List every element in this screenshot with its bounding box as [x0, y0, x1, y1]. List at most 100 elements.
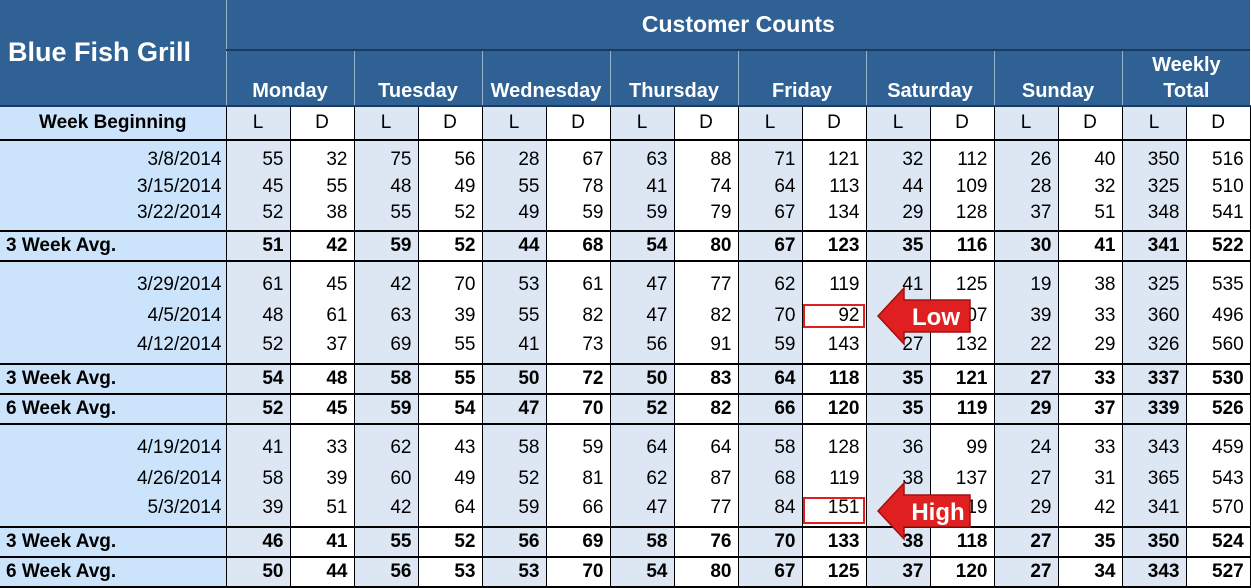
dinner-count-cell: 61: [546, 261, 611, 301]
lunch-count-cell: 51: [226, 231, 291, 262]
average-label: 6 Week Avg.: [0, 394, 227, 425]
dinner-count-cell: 123: [802, 231, 867, 262]
average-label: 3 Week Avg.: [0, 527, 227, 558]
week-date: 3/22/2014: [0, 200, 227, 232]
lunch-count-cell: 52: [226, 331, 291, 365]
dinner-count-cell: 560: [1186, 331, 1251, 365]
lunch-count-cell: 67: [738, 231, 803, 262]
dinner-count-cell: 91: [674, 331, 739, 365]
lunch-count-cell: 41: [226, 424, 291, 464]
lunch-count-cell: 341: [1122, 494, 1187, 528]
lunch-count-cell: 66: [738, 394, 803, 425]
day-header-row: Monday Tuesday Wednesday Thursday Friday Satu…: [0, 50, 1251, 107]
dinner-count-cell: 118: [930, 527, 995, 558]
week-row: 4/19/2014 41 33 62 43 58 59 64 64 58 128 36 99 24 33 34…: [0, 424, 1251, 464]
dinner-count-cell: 522: [1186, 231, 1251, 262]
dinner-count-cell: 41: [290, 527, 355, 558]
week-row: 4/5/2014 48 61 63 39 55 82 47 82 70 92 107 39 33 360 49…: [0, 301, 1251, 331]
lunch-count-cell: 84: [738, 494, 803, 528]
lunch-count-cell: 64: [738, 173, 803, 200]
lunch-count-cell: 47: [610, 301, 675, 331]
dinner-count-cell: 54: [418, 394, 483, 425]
dinner-count-cell: 38: [290, 200, 355, 232]
dinner-count-cell: 119: [802, 464, 867, 494]
lunch-count-cell: 70: [738, 527, 803, 558]
lunch-count-cell: 22: [994, 331, 1059, 365]
dinner-count-cell: 88: [674, 140, 739, 173]
lunch-count-cell: 63: [354, 301, 419, 331]
week-row: 3/29/2014 61 45 42 70 53 61 47 77 62 119 41 125 19 38 3…: [0, 261, 1251, 301]
dinner-count-cell: 38: [1058, 261, 1123, 301]
dinner-count-cell: 79: [674, 200, 739, 232]
lunch-count-cell: 341: [1122, 231, 1187, 262]
dinner-count-cell: 52: [418, 231, 483, 262]
lunch-count-cell: 42: [354, 261, 419, 301]
lunch-column-header: L: [226, 106, 291, 141]
dinner-count-cell: 55: [418, 364, 483, 395]
lunch-count-cell: 58: [354, 364, 419, 395]
lunch-column-header: L: [738, 106, 803, 141]
dinner-column-header: D: [418, 106, 483, 141]
lunch-count-cell: 54: [226, 364, 291, 395]
lunch-count-cell: 48: [354, 173, 419, 200]
dinner-column-header: D: [290, 106, 355, 141]
lunch-count-cell: 27: [994, 464, 1059, 494]
lunch-count-cell: 28: [994, 173, 1059, 200]
dinner-count-cell: 61: [290, 301, 355, 331]
lunch-count-cell: 365: [1122, 464, 1187, 494]
dinner-count-cell: 33: [1058, 301, 1123, 331]
dinner-count-cell: 535: [1186, 261, 1251, 301]
dinner-count-cell: 137: [930, 464, 995, 494]
dinner-count-cell: 45: [290, 394, 355, 425]
high-highlight-box: [803, 497, 865, 524]
lunch-count-cell: 58: [226, 464, 291, 494]
dinner-count-cell: 82: [674, 301, 739, 331]
dinner-count-cell: 119: [930, 394, 995, 425]
dinner-count-cell: 56: [418, 140, 483, 173]
dinner-count-cell: 121: [802, 140, 867, 173]
dinner-column-header: D: [546, 106, 611, 141]
day-header-thursday: Thursday: [609, 50, 738, 107]
lunch-count-cell: 52: [610, 394, 675, 425]
dinner-count-cell: 133: [802, 527, 867, 558]
high-callout-label: High: [911, 499, 964, 526]
week-row: 3/8/2014 55 32 75 56 28 67 63 88 71 121 32 112 26 40 35…: [0, 140, 1251, 173]
lunch-count-cell: 70: [738, 301, 803, 331]
lunch-count-cell: 54: [610, 231, 675, 262]
high-arrow-icon: High: [876, 480, 971, 541]
lunch-count-cell: 59: [354, 231, 419, 262]
dinner-count-cell: 41: [1058, 231, 1123, 262]
lunch-count-cell: 52: [226, 394, 291, 425]
dinner-column-header: D: [1186, 106, 1251, 141]
dinner-count-cell: 530: [1186, 364, 1251, 395]
day-header-sunday: Sunday: [993, 50, 1122, 107]
dinner-count-cell: 526: [1186, 394, 1251, 425]
lunch-column-header: L: [866, 106, 931, 141]
lunch-count-cell: 53: [482, 261, 547, 301]
dinner-count-cell: 70: [546, 394, 611, 425]
weekly-total-header: Weekly Total: [1121, 50, 1251, 107]
lunch-count-cell: 62: [610, 464, 675, 494]
dinner-count-cell: 510: [1186, 173, 1251, 200]
day-header-saturday: Saturday: [865, 50, 994, 107]
lunch-count-cell: 27: [866, 331, 931, 365]
dinner-count-cell: 55: [290, 173, 355, 200]
dinner-count-cell: 82: [546, 301, 611, 331]
dinner-count-cell: 39: [418, 301, 483, 331]
low-highlight-box: [803, 304, 865, 328]
lunch-count-cell: 63: [610, 140, 675, 173]
dinner-count-cell: 49: [418, 464, 483, 494]
dinner-count-cell: 39: [290, 464, 355, 494]
lunch-count-cell: 35: [866, 364, 931, 395]
dinner-column-header: D: [674, 106, 739, 141]
day-header-friday: Friday: [737, 50, 866, 107]
lunch-count-cell: 56: [354, 557, 419, 588]
dinner-count-cell: 64: [418, 494, 483, 528]
lunch-count-cell: 58: [738, 424, 803, 464]
dinner-count-cell: 48: [290, 364, 355, 395]
dinner-count-cell: 113: [802, 173, 867, 200]
dinner-count-cell: 59: [546, 424, 611, 464]
header-title: Customer Counts: [226, 0, 1251, 51]
lunch-count-cell: 44: [482, 231, 547, 262]
dinner-count-cell: 52: [418, 200, 483, 232]
